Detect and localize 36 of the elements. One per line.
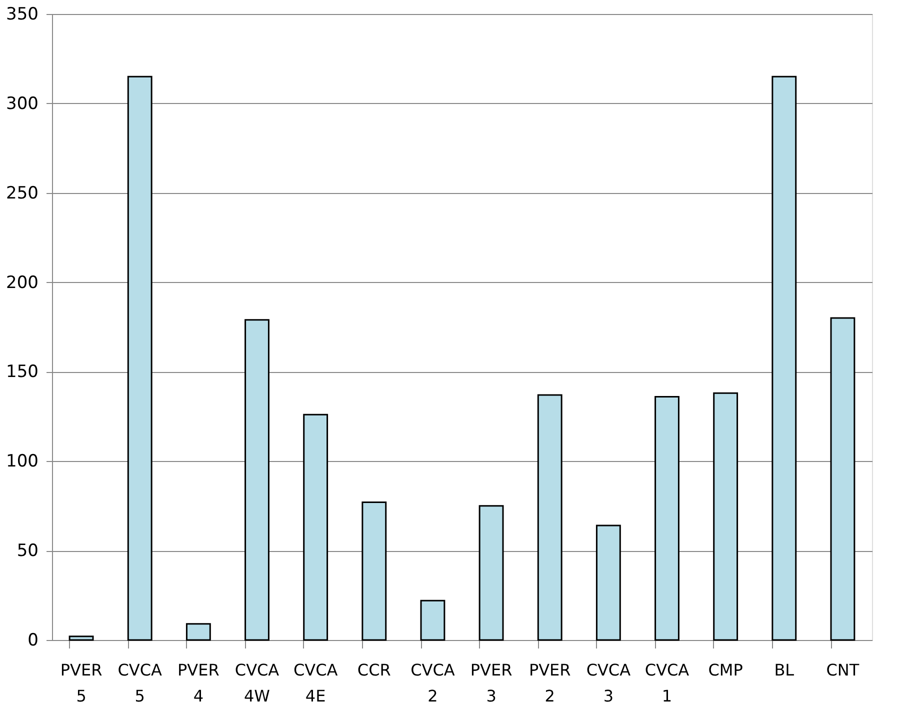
bar	[420, 600, 446, 641]
bar	[478, 505, 504, 641]
y-tick-label: 150	[6, 362, 38, 382]
y-tick-label: 0	[28, 630, 38, 650]
x-tick-label: PVER 4	[178, 660, 220, 706]
x-tick-label: CCR	[357, 660, 391, 680]
x-tick-label: CVCA 4E	[293, 660, 338, 706]
y-tick-label: 350	[6, 4, 38, 24]
x-tick-label: CVCA 5	[118, 660, 162, 706]
bar	[772, 76, 797, 641]
bar	[537, 394, 562, 641]
bar	[713, 392, 738, 641]
x-tick-label: BL	[774, 660, 794, 680]
bar	[596, 524, 621, 641]
x-tick-label: CVCA 2	[410, 660, 455, 706]
bar	[830, 317, 856, 641]
bar	[68, 636, 94, 641]
y-tick-label: 100	[6, 452, 38, 472]
bar	[303, 414, 328, 641]
x-tick-label: CVCA 1	[644, 660, 690, 706]
x-tick-label: PVER 5	[60, 660, 102, 706]
y-tick-label: 50	[16, 541, 38, 562]
x-tick-label: CMP	[708, 660, 744, 680]
bar	[362, 502, 387, 641]
bar	[186, 623, 211, 641]
y-tick-label: 200	[6, 272, 38, 293]
bar	[244, 319, 270, 641]
bar	[127, 76, 152, 641]
y-tick-label: 250	[6, 183, 38, 204]
x-tick-label: CVCA 3	[586, 660, 631, 706]
bar	[654, 396, 680, 641]
x-tick-label: PVER 2	[528, 660, 571, 706]
x-tick-label: CNT	[826, 660, 860, 680]
y-tick-label: 300	[6, 94, 38, 114]
x-tick-label: PVER 3	[470, 660, 512, 706]
x-tick-label: CVCA 4W	[234, 660, 280, 706]
